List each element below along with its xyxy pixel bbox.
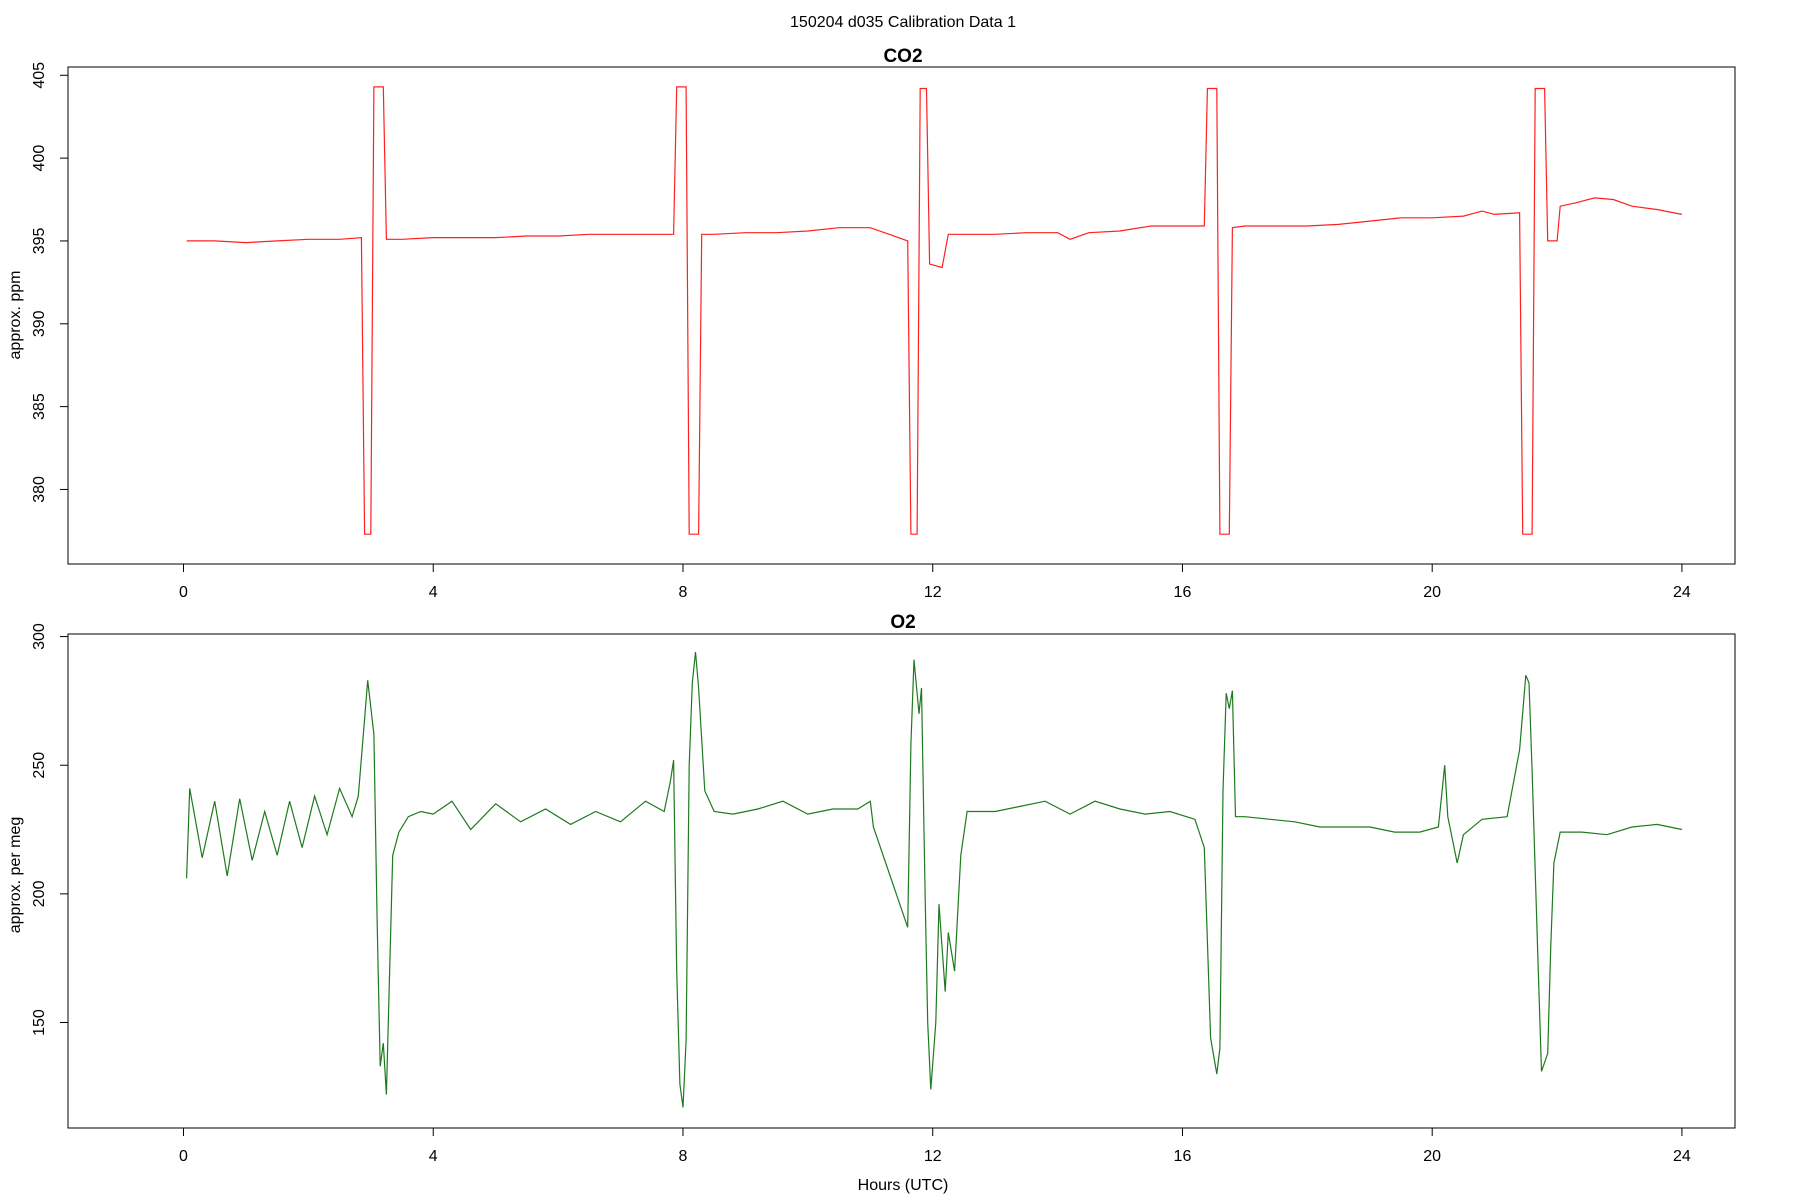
co2-y-axis: 380 385 390 395 400 405 <box>31 62 69 503</box>
o2-y-tick-label: 150 <box>31 1009 48 1036</box>
co2-y-tick-label: 380 <box>31 476 48 503</box>
o2-y-tick-label: 250 <box>31 752 48 779</box>
co2-x-tick-label: 4 <box>429 584 438 601</box>
co2-x-tick-label: 20 <box>1423 584 1441 601</box>
o2-panel: O2 approx. per meg 150 200 250 300 0 4 8 12 16 2… <box>7 612 1736 1165</box>
o2-y-tick-label: 200 <box>31 880 48 907</box>
o2-x-tick-label: 12 <box>924 1148 942 1165</box>
co2-y-tick-label: 390 <box>31 310 48 337</box>
co2-panel: CO2 approx. ppm 380 385 390 395 400 405 0 4 8 12… <box>7 46 1736 601</box>
co2-plot-frame <box>67 66 1736 565</box>
co2-x-tick-label: 12 <box>924 584 942 601</box>
co2-y-tick-label: 395 <box>31 228 48 255</box>
figure-title: 150204 d035 Calibration Data 1 <box>790 14 1016 31</box>
o2-x-tick-label: 16 <box>1174 1148 1192 1165</box>
co2-panel-title: CO2 <box>883 46 922 67</box>
co2-x-tick-label: 16 <box>1174 584 1192 601</box>
o2-x-tick-label: 8 <box>679 1148 688 1165</box>
co2-series-line <box>186 86 1683 535</box>
co2-x-tick-label: 8 <box>679 584 688 601</box>
o2-y-tick-label: 300 <box>31 623 48 650</box>
o2-x-tick-label: 24 <box>1673 1148 1691 1165</box>
co2-x-tick-label: 0 <box>179 584 188 601</box>
co2-y-tick-label: 405 <box>31 62 48 89</box>
o2-x-tick-label: 4 <box>429 1148 438 1165</box>
co2-x-axis: 0 4 8 12 16 20 24 <box>179 563 1691 601</box>
o2-y-axis-label: approx. per meg <box>7 817 24 934</box>
o2-x-axis: 0 4 8 12 16 20 24 <box>179 1127 1691 1165</box>
o2-panel-title: O2 <box>890 612 915 633</box>
co2-y-axis-label: approx. ppm <box>7 271 24 360</box>
x-axis-label: Hours (UTC) <box>858 1177 949 1194</box>
co2-x-tick-label: 24 <box>1673 584 1691 601</box>
o2-plot-frame <box>67 633 1736 1129</box>
o2-x-tick-label: 0 <box>179 1148 188 1165</box>
o2-y-axis: 150 200 250 300 <box>31 623 69 1036</box>
co2-y-tick-label: 385 <box>31 393 48 420</box>
o2-x-tick-label: 20 <box>1423 1148 1441 1165</box>
co2-y-tick-label: 400 <box>31 145 48 172</box>
o2-series-line <box>186 651 1683 1108</box>
